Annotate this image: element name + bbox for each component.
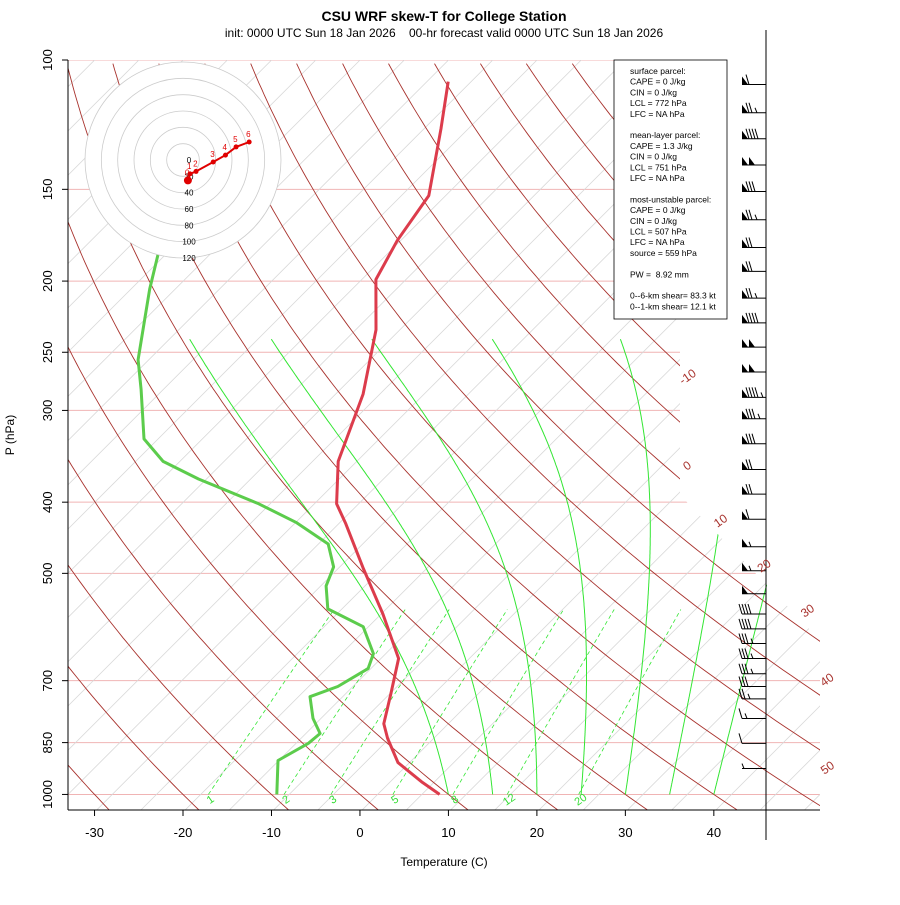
info-line: CIN = 0 J/kg [630,152,677,162]
y-tick-label: 850 [40,732,55,754]
hodograph-point [247,140,252,145]
info-line: LFC = NA hPa [630,237,685,247]
chart-subtitle: init: 0000 UTC Sun 18 Jan 2026 00-hr for… [225,26,664,40]
x-tick-label: 0 [356,825,363,840]
hodograph-background [85,62,281,258]
info-line: LCL = 751 hPa [630,162,687,172]
info-line: source = 559 hPa [630,248,697,258]
chart-title: CSU WRF skew-T for College Station [321,8,566,24]
hodograph-ring-label: 80 [185,221,194,230]
y-tick-label: 500 [40,562,55,584]
hodograph-ring-label: 120 [182,254,196,263]
x-tick-label: -20 [174,825,193,840]
y-tick-label: 250 [40,341,55,363]
x-tick-label: -10 [262,825,281,840]
hodograph-km-label: 4 [222,143,227,152]
hodograph-ring-label: 100 [182,238,196,247]
hodograph-km-label: 1 [187,162,192,171]
y-tick-label: 150 [40,178,55,200]
x-tick-label: -30 [85,825,104,840]
hodograph-ring-label: 60 [185,205,194,214]
x-axis-label: Temperature (C) [400,855,487,869]
y-tick-label: 1000 [40,780,55,809]
info-line: CAPE = 0 J/kg [630,77,686,87]
info-line: LCL = 507 hPa [630,227,687,237]
info-line: 0--6-km shear= 83.3 kt [630,291,716,301]
x-tick-label: 20 [530,825,544,840]
hodograph-point [223,153,228,158]
x-tick-label: 30 [618,825,632,840]
x-tick-label: 40 [707,825,721,840]
y-tick-label: 700 [40,670,55,692]
info-line: most-unstable parcel: [630,194,711,204]
hodograph-km-label: 5 [233,135,238,144]
hodograph-point [211,160,216,165]
info-line: LFC = NA hPa [630,109,685,119]
hodograph-ring-label: 40 [185,189,194,198]
info-line: CAPE = 1.3 J/kg [630,141,693,151]
info-line: surface parcel: [630,66,686,76]
y-tick-label: 200 [40,270,55,292]
hodograph-km-label: 3 [210,150,215,159]
hodograph-km-label: 6 [246,130,251,139]
hodograph-point [234,144,239,149]
hodograph-km-label: 2 [193,159,198,168]
y-axis-label: P (hPa) [3,415,17,455]
y-tick-label: 300 [40,400,55,422]
x-tick-label: 10 [441,825,455,840]
info-line: CIN = 0 J/kg [630,216,677,226]
info-line: CIN = 0 J/kg [630,87,677,97]
info-line: PW = 8.92 mm [630,269,689,279]
hodograph-point [188,171,193,176]
hodograph-point [184,176,192,184]
info-line: LFC = NA hPa [630,173,685,183]
y-tick-label: 400 [40,491,55,513]
hodograph-point [194,169,199,174]
info-line: mean-layer parcel: [630,130,700,140]
info-line: 0--1-km shear= 12.1 kt [630,301,716,311]
y-tick-label: 100 [40,49,55,71]
info-line: LCL = 772 hPa [630,98,687,108]
info-line: CAPE = 0 J/kg [630,205,686,215]
